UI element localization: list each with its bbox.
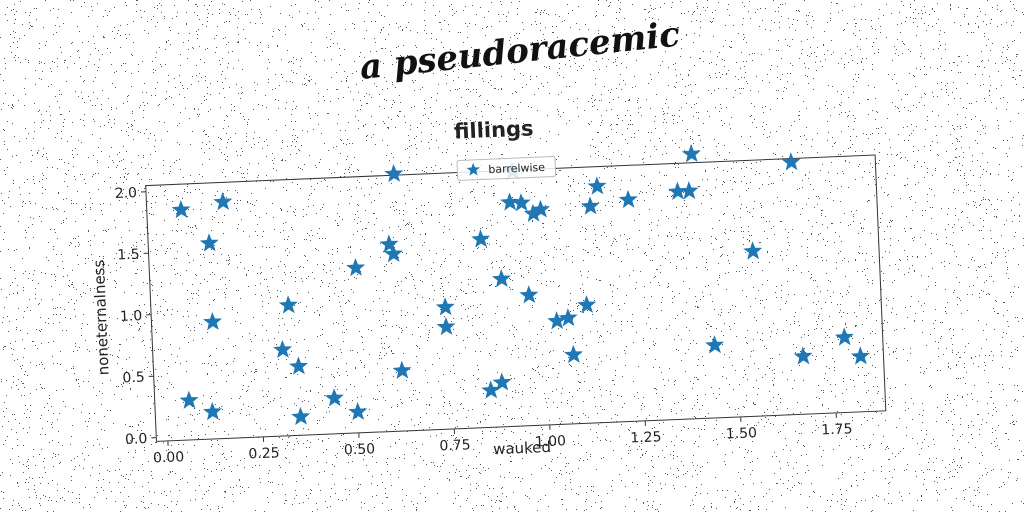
data-point-star: [850, 346, 870, 365]
data-point-star: [531, 199, 551, 219]
data-point-star: [563, 344, 583, 364]
y-axis: 0.0 0.5 1.0 1.5 2.0: [114, 185, 157, 448]
data-point-star: [273, 339, 293, 359]
data-point-star: [558, 308, 578, 327]
plot-group: fillings 0.00 0.25 0.50 0.75 1.00 1.25 1.50 1.7…: [90, 116, 887, 467]
data-point-star: [834, 327, 854, 346]
data-point-star: [346, 257, 366, 277]
chart-title: fillings: [453, 116, 534, 143]
data-point-star: [547, 311, 567, 330]
data-point-star: [213, 192, 233, 211]
x-tick-label: 1.25: [630, 429, 662, 446]
y-tick-label: 2.0: [114, 185, 137, 202]
data-point-star: [523, 203, 543, 223]
data-point-star: [203, 311, 223, 331]
x-tick-label: 0.75: [439, 437, 471, 454]
data-point-star: [668, 181, 688, 200]
legend-marker-star: [466, 162, 480, 176]
x-tick-label: 1.00: [535, 433, 567, 450]
legend-box: [456, 156, 557, 181]
x-tick-label: 1.50: [725, 425, 757, 442]
x-axis-label: wauked: [493, 438, 552, 458]
y-tick-label: 1.5: [117, 247, 140, 264]
data-point-star: [202, 401, 222, 421]
data-points: [171, 144, 870, 426]
x-axis: 0.00 0.25 0.50 0.75 1.00 1.25 1.50 1.75: [153, 412, 853, 467]
data-point-star: [511, 193, 531, 212]
data-point-star: [392, 360, 412, 380]
data-point-star: [580, 196, 600, 215]
data-point-star: [781, 152, 801, 171]
x-tick-label: 0.50: [344, 441, 376, 458]
x-tick-label: 0.00: [153, 449, 185, 466]
data-point-star: [705, 335, 725, 354]
data-point-star: [199, 233, 219, 252]
data-point-star: [379, 234, 399, 253]
legend: barrelwise: [456, 156, 557, 181]
data-point-star: [384, 163, 404, 183]
data-point-star: [500, 192, 520, 211]
data-point-star: [492, 372, 512, 391]
y-tick-label: 0.0: [125, 431, 148, 448]
x-tick-label: 0.25: [248, 445, 280, 462]
data-point-star: [481, 380, 501, 399]
data-point-star: [793, 346, 813, 365]
data-point-star: [289, 356, 309, 375]
data-point-star: [618, 189, 638, 209]
data-point-star: [324, 388, 344, 407]
data-point-star: [436, 316, 456, 336]
legend-label: barrelwise: [488, 161, 545, 176]
data-point-star: [587, 176, 607, 195]
plot-frame: [145, 154, 887, 442]
data-point-star: [348, 401, 368, 421]
data-point-star: [278, 295, 298, 314]
data-point-star: [679, 181, 699, 200]
data-point-star: [471, 229, 491, 248]
data-point-star: [171, 199, 191, 219]
data-point-star: [291, 406, 311, 426]
data-point-star: [491, 269, 511, 288]
data-point-star: [681, 144, 701, 163]
data-point-star: [743, 241, 763, 260]
data-point-star: [179, 390, 199, 409]
data-point-star: [383, 244, 403, 263]
data-point-star: [519, 285, 539, 304]
data-point-star: [435, 297, 455, 316]
x-tick-label: 1.75: [821, 421, 853, 438]
y-axis-label: noneternalness: [90, 259, 113, 376]
y-tick-label: 1.0: [120, 308, 143, 325]
data-point-star: [577, 295, 597, 314]
y-tick-label: 0.5: [122, 370, 145, 387]
